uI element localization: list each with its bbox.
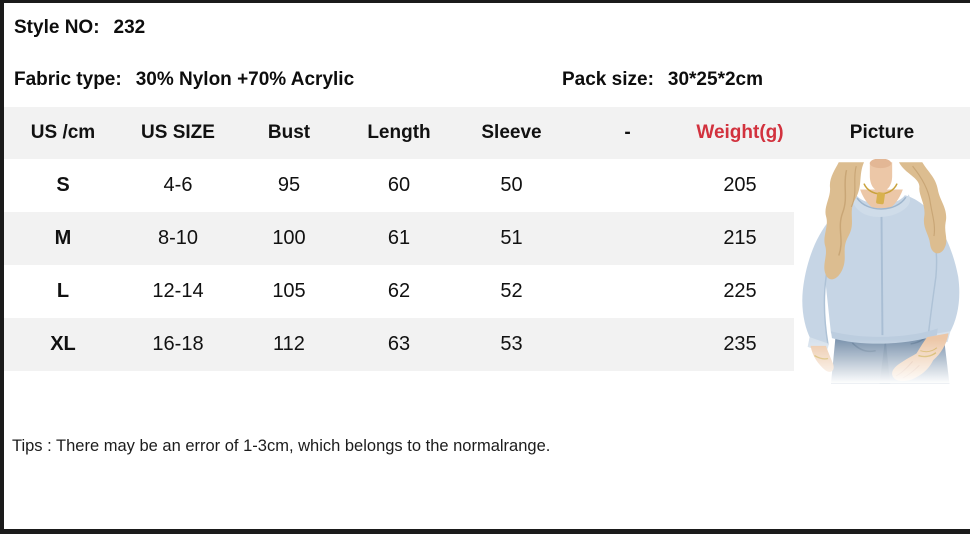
column-header-us-cm: US /cm — [30, 122, 96, 143]
cell-sleeve: 51 — [500, 227, 523, 249]
cell-us-size: 12-14 — [152, 280, 204, 302]
cell-sleeve: 50 — [500, 174, 523, 196]
pack-size-label: Pack size: — [562, 69, 654, 90]
cell-size: XL — [50, 333, 76, 355]
cell-size: S — [56, 174, 70, 196]
tips-note: Tips : There may be an error of 1-3cm, w… — [12, 437, 551, 455]
fabric-type-line: Fabric type: 30% Nylon +70% Acrylic — [14, 69, 354, 91]
cell-dash — [569, 212, 686, 265]
table-row: L 12-14 105 62 52 225 — [4, 265, 970, 318]
pack-size-value: 30*25*2cm — [667, 69, 763, 90]
style-no-label: Style NO: — [14, 17, 100, 38]
cell-length: 62 — [387, 280, 411, 302]
product-photo-cell — [794, 158, 970, 384]
fabric-type-label: Fabric type: — [14, 69, 122, 90]
pack-size-line: Pack size: 30*25*2cm — [562, 69, 763, 91]
cell-dash — [569, 265, 686, 318]
product-photo — [796, 158, 966, 387]
cell-length: 60 — [387, 174, 411, 196]
cell-bust: 100 — [272, 227, 306, 249]
model-photo-illustration — [796, 158, 966, 384]
cell-us-size: 8-10 — [157, 227, 199, 249]
cell-us-size: 4-6 — [163, 174, 193, 196]
cell-length: 63 — [387, 333, 411, 355]
style-no-line: Style NO: 232 — [14, 17, 145, 39]
column-header-sleeve: Sleeve — [481, 122, 542, 143]
cell-length: 61 — [387, 227, 411, 249]
cell-dash — [569, 318, 686, 371]
size-table: US /cm US SIZE Bust Length Sleeve - Weig… — [4, 107, 970, 384]
column-header-us-size: US SIZE — [141, 122, 215, 143]
column-header-weight: Weight(g) — [696, 122, 784, 143]
cell-size: L — [56, 280, 70, 302]
cell-bust: 112 — [273, 333, 305, 355]
cell-bust: 105 — [272, 280, 306, 302]
column-header-length: Length — [367, 122, 431, 143]
style-no-value: 232 — [113, 17, 146, 38]
cell-us-size: 16-18 — [152, 333, 204, 355]
cell-bust: 95 — [277, 174, 301, 196]
column-header-dash: - — [624, 122, 631, 143]
cell-weight: 205 — [723, 174, 757, 196]
column-header-picture: Picture — [849, 122, 915, 143]
column-header-bust: Bust — [267, 122, 311, 143]
fabric-type-value: 30% Nylon +70% Acrylic — [135, 69, 355, 90]
cell-weight: 225 — [723, 280, 757, 302]
table-header-row: US /cm US SIZE Bust Length Sleeve - Weig… — [4, 107, 970, 159]
cell-weight: 215 — [723, 227, 757, 249]
cell-weight: 235 — [723, 333, 757, 355]
cell-sleeve: 52 — [500, 280, 523, 302]
cell-size: M — [54, 227, 72, 249]
cell-sleeve: 53 — [500, 333, 523, 355]
table-row: S 4-6 95 60 50 205 — [4, 158, 970, 384]
cell-dash — [569, 159, 686, 212]
